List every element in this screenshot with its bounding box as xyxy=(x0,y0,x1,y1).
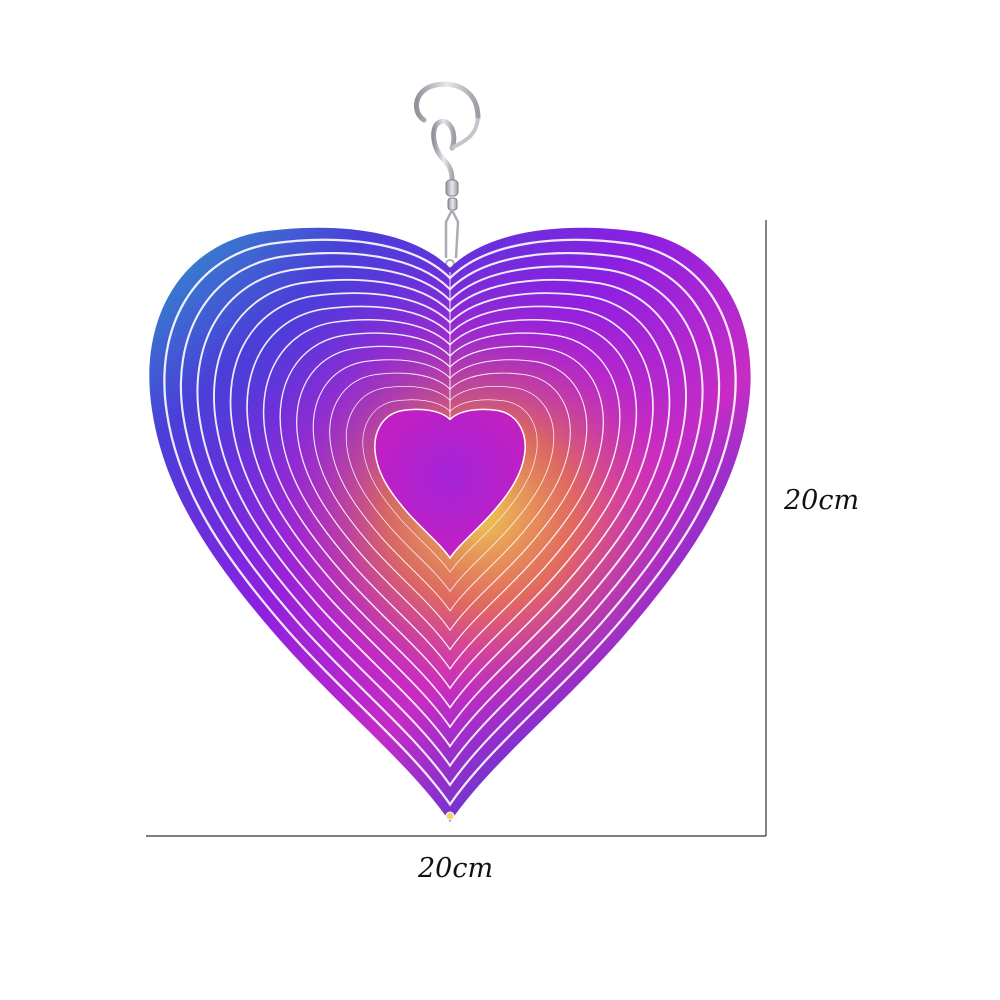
dimension-lines xyxy=(146,220,767,837)
width-dimension-label: 20cm xyxy=(418,853,494,884)
swivel-icon xyxy=(444,179,460,269)
hook-icon xyxy=(414,81,481,185)
height-dimension-label: 20cm xyxy=(784,485,860,516)
heart-spinner-icon xyxy=(149,227,751,822)
